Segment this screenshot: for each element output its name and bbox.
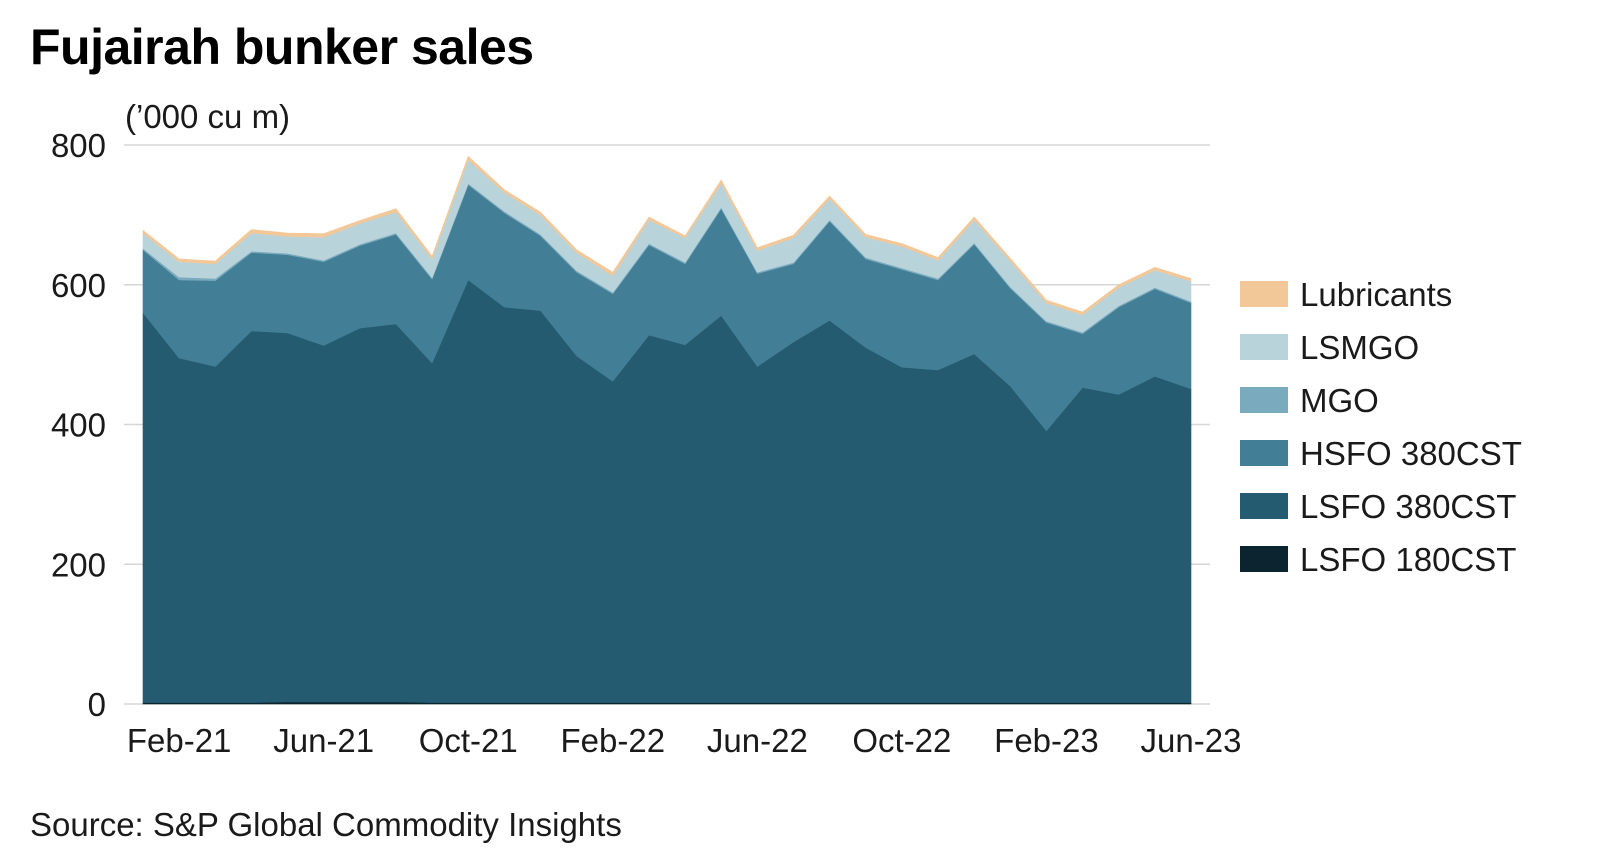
y-axis-unit-label: (’000 cu m): [125, 98, 291, 135]
x-tick-label: Feb-21: [127, 722, 232, 759]
x-tick-label: Oct-21: [419, 722, 518, 759]
y-tick-label: 0: [88, 686, 106, 723]
x-tick-label: Jun-21: [273, 722, 374, 759]
legend-swatch-lubricants: [1240, 281, 1288, 307]
legend-label-lsmgo: LSMGO: [1300, 329, 1419, 366]
legend-label-lsfo-180cst: LSFO 180CST: [1300, 541, 1516, 578]
legend-swatch-lsmgo: [1240, 334, 1288, 360]
area-lubricants: [142, 155, 1192, 316]
legend-swatch-lsfo-380cst: [1240, 493, 1288, 519]
legend-label-lubricants: Lubricants: [1300, 276, 1452, 313]
x-tick-label: Jun-22: [707, 722, 808, 759]
y-tick-label: 800: [51, 127, 106, 164]
legend: Lubricants LSMGO MGO HSFO 380CST LSFO 380CST…: [1240, 276, 1522, 578]
chart-title: Fujairah bunker sales: [30, 19, 534, 75]
source-note: Source: S&P Global Commodity Insights: [30, 806, 622, 843]
x-tick-label: Jun-23: [1141, 722, 1242, 759]
legend-swatch-lsfo-180cst: [1240, 546, 1288, 572]
y-tick-label: 200: [51, 546, 106, 583]
y-tick-label: 400: [51, 407, 106, 444]
legend-label-hsfo-380cst: HSFO 380CST: [1300, 435, 1522, 472]
x-tick-label: Feb-23: [994, 722, 1099, 759]
area-series: [142, 155, 1192, 705]
legend-label-lsfo-380cst: LSFO 380CST: [1300, 488, 1516, 525]
x-tick-label: Feb-22: [561, 722, 666, 759]
axes: 0 200 400 600 800 Feb-21 Jun-21 Oct-21 Feb-22 Jun…: [51, 127, 1242, 759]
legend-label-mgo: MGO: [1300, 382, 1379, 419]
legend-swatch-mgo: [1240, 387, 1288, 413]
x-tick-label: Oct-22: [852, 722, 951, 759]
legend-swatch-hsfo-380cst: [1240, 440, 1288, 466]
y-tick-label: 600: [51, 267, 106, 304]
